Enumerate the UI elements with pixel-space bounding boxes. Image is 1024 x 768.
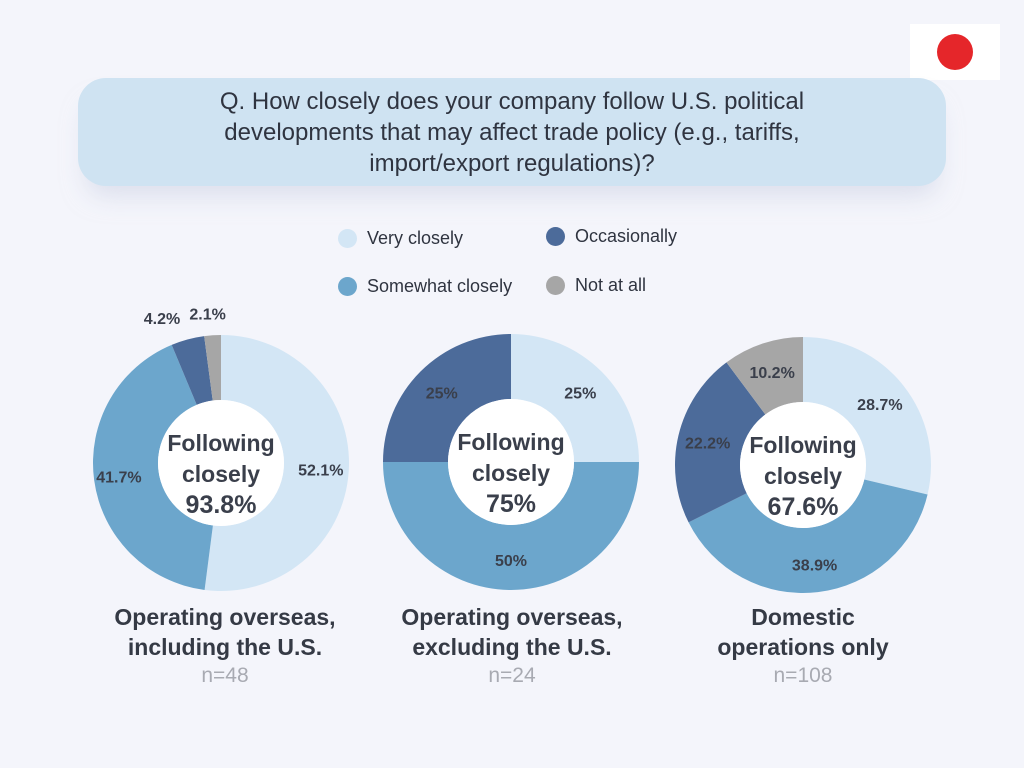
data-label-occasionally: 22.2% <box>685 435 730 452</box>
data-label-very-closely: 52.1% <box>298 462 343 479</box>
donut-slice-occasionally <box>674 362 766 523</box>
legend-swatch <box>338 229 357 248</box>
legend-swatch <box>338 277 357 296</box>
donut-charts: 52.1% 41.7% 4.2% 2.1% Following closely 93.8% 2… <box>93 306 931 593</box>
donut-slice-very-closely <box>803 337 931 495</box>
data-label-not-at-all: 2.1% <box>189 306 225 323</box>
chart-sample-size: n=48 <box>201 664 249 687</box>
chart-legend: Very closely Occasionally Somewhat close… <box>338 222 738 306</box>
legend-swatch <box>546 276 565 295</box>
center-label: Following <box>749 432 856 458</box>
center-label: closely <box>472 460 550 486</box>
center-value: 75% <box>486 490 536 518</box>
legend-item-very-closely: Very closely <box>338 228 463 249</box>
legend-swatch <box>546 227 565 246</box>
legend-label: Very closely <box>367 228 464 248</box>
japan-flag-icon <box>910 24 1000 80</box>
center-label: Following <box>167 430 274 456</box>
chart-sample-size: n=24 <box>488 664 536 687</box>
data-label-somewhat-closely: 38.9% <box>792 557 837 574</box>
donut-slice-somewhat-closely <box>688 479 928 593</box>
donut-hole <box>740 402 866 528</box>
center-label: Following <box>457 429 564 455</box>
flag-red-disc <box>937 34 973 70</box>
data-label-somewhat-closely: 41.7% <box>96 470 141 487</box>
chart-title-overseas-excluding-us: Operating overseas, excluding the U.S. <box>401 604 623 660</box>
legend-label: Somewhat closely <box>367 276 513 296</box>
legend-label: Not at all <box>575 275 647 295</box>
donut-hole <box>448 399 574 525</box>
center-value: 67.6% <box>768 493 839 521</box>
data-label-not-at-all: 10.2% <box>749 365 794 382</box>
donut-slice-somewhat-closely <box>93 344 213 590</box>
chart-title-domestic-only: Domestic operations only <box>717 604 889 660</box>
donut-slice-not-at-all <box>726 337 803 415</box>
donut-slice-very-closely <box>204 335 349 591</box>
donut-slice-occasionally <box>383 334 511 462</box>
legend-label: Occasionally <box>575 226 678 246</box>
data-label-very-closely: 25% <box>564 386 596 403</box>
question-banner: Q. How closely does your company follow … <box>78 78 946 186</box>
legend-item-not-at-all: Not at all <box>546 275 646 296</box>
donut-slice-very-closely <box>511 334 639 462</box>
donut-slice-occasionally <box>171 336 213 405</box>
question-text: Q. How closely does your company follow … <box>219 87 805 177</box>
donut-slice-somewhat-closely <box>383 462 639 590</box>
center-label: closely <box>182 461 260 487</box>
data-label-very-closely: 28.7% <box>857 397 902 414</box>
data-label-occasionally: 4.2% <box>144 311 180 328</box>
data-label-occasionally: 25% <box>426 386 458 403</box>
chart-title-overseas-including-us: Operating overseas, including the U.S. <box>114 604 336 660</box>
legend-item-somewhat-closely: Somewhat closely <box>338 276 512 297</box>
donut-hole <box>158 400 284 526</box>
legend-item-occasionally: Occasionally <box>546 226 677 247</box>
data-label-somewhat-closely: 50% <box>495 553 527 570</box>
center-label: closely <box>764 463 842 489</box>
center-value: 93.8% <box>186 491 257 519</box>
donut-slice-not-at-all <box>204 335 221 401</box>
chart-sample-size: n=108 <box>773 664 833 687</box>
